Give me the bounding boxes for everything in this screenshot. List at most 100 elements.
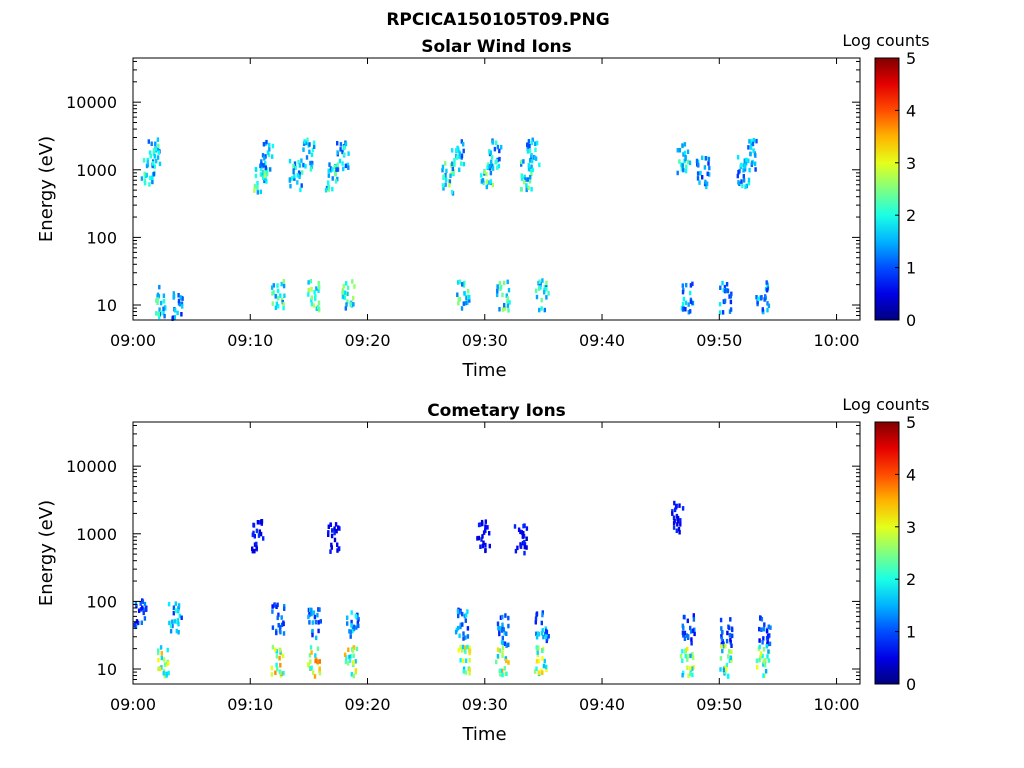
data-cell <box>452 171 455 177</box>
data-cell <box>177 603 181 608</box>
data-cell <box>743 158 746 164</box>
colorbar <box>874 57 900 321</box>
data-cell <box>314 653 317 658</box>
data-cell <box>278 655 281 661</box>
data-cell <box>525 536 528 541</box>
data-cell <box>689 290 692 296</box>
data-cell <box>143 171 146 177</box>
data-cell <box>687 673 690 678</box>
data-cell <box>507 287 511 293</box>
data-cell <box>283 604 286 609</box>
data-cell <box>341 161 344 166</box>
data-cell <box>279 624 282 630</box>
data-cell <box>482 540 485 545</box>
data-cell <box>766 654 769 659</box>
data-cell <box>352 624 356 630</box>
data-cell <box>456 625 460 631</box>
data-cell <box>464 645 467 650</box>
data-cell <box>762 626 765 632</box>
data-cell <box>316 659 319 664</box>
data-cell <box>162 306 165 312</box>
data-cell <box>745 157 748 163</box>
data-cell <box>275 654 279 659</box>
data-cell <box>344 659 348 664</box>
data-cell <box>171 623 174 629</box>
data-cell <box>308 607 312 612</box>
data-cell <box>482 530 486 535</box>
data-cell <box>530 164 533 169</box>
data-cell <box>327 184 331 190</box>
data-cell <box>762 647 766 652</box>
data-cell <box>157 666 160 672</box>
data-cell <box>503 641 507 646</box>
data-cell <box>288 178 292 183</box>
data-cell <box>500 668 504 674</box>
data-cell <box>681 630 685 635</box>
data-cell <box>547 634 550 639</box>
data-cell <box>699 170 702 176</box>
data-cell <box>158 307 161 312</box>
data-cell <box>346 162 350 168</box>
data-cell <box>765 280 768 285</box>
data-cell <box>263 173 266 179</box>
data-cell <box>483 169 486 174</box>
data-cell <box>349 301 352 306</box>
data-cell <box>769 625 772 630</box>
data-cell <box>487 180 490 185</box>
data-cell <box>280 297 284 303</box>
data-cell <box>333 164 336 170</box>
data-cell <box>501 653 504 658</box>
data-cell <box>259 172 262 177</box>
data-cell <box>707 156 711 162</box>
data-cell <box>347 165 350 170</box>
data-cell <box>466 634 470 639</box>
data-cell <box>300 158 303 163</box>
data-cell <box>304 164 307 169</box>
data-cell <box>496 288 499 294</box>
data-cell <box>537 659 540 664</box>
data-cell <box>316 612 319 618</box>
data-cell <box>265 179 268 184</box>
x-tick-label: 10:00 <box>813 695 859 714</box>
data-cell <box>256 185 259 191</box>
data-cell <box>458 167 461 172</box>
data-cell <box>484 519 487 524</box>
data-cell <box>528 143 531 149</box>
data-cell <box>350 610 353 615</box>
data-cell <box>498 281 502 286</box>
data-cell <box>737 180 740 185</box>
data-cell <box>337 525 340 530</box>
x-tick-label: 09:50 <box>696 331 742 350</box>
data-cell <box>151 163 154 169</box>
data-cell <box>750 160 754 166</box>
data-cell <box>682 670 685 676</box>
colorbar-label: Log counts <box>842 395 929 414</box>
data-cell <box>298 174 301 179</box>
data-cell <box>307 280 310 285</box>
data-cell <box>145 163 149 169</box>
data-cell <box>692 665 695 670</box>
data-cell <box>327 187 330 192</box>
data-cell <box>543 658 546 664</box>
colorbar-tick-label: 2 <box>906 206 916 225</box>
data-cell <box>334 179 338 184</box>
data-cell <box>159 666 162 672</box>
data-cell <box>253 188 256 193</box>
data-cell <box>459 622 462 628</box>
data-cell <box>720 644 723 649</box>
data-cell <box>442 174 446 179</box>
data-cell <box>278 648 282 653</box>
data-cell <box>754 153 757 158</box>
y-tick-label: 10000 <box>66 93 117 112</box>
data-cell <box>480 173 483 178</box>
data-cell <box>687 634 690 639</box>
data-cell <box>689 666 692 671</box>
data-cell <box>334 172 337 177</box>
data-cell <box>522 523 525 529</box>
data-cell <box>685 633 688 638</box>
data-cell <box>745 161 748 166</box>
data-cell <box>444 173 447 178</box>
data-cell <box>678 148 682 153</box>
data-cell <box>681 658 684 663</box>
data-cell <box>538 307 541 313</box>
